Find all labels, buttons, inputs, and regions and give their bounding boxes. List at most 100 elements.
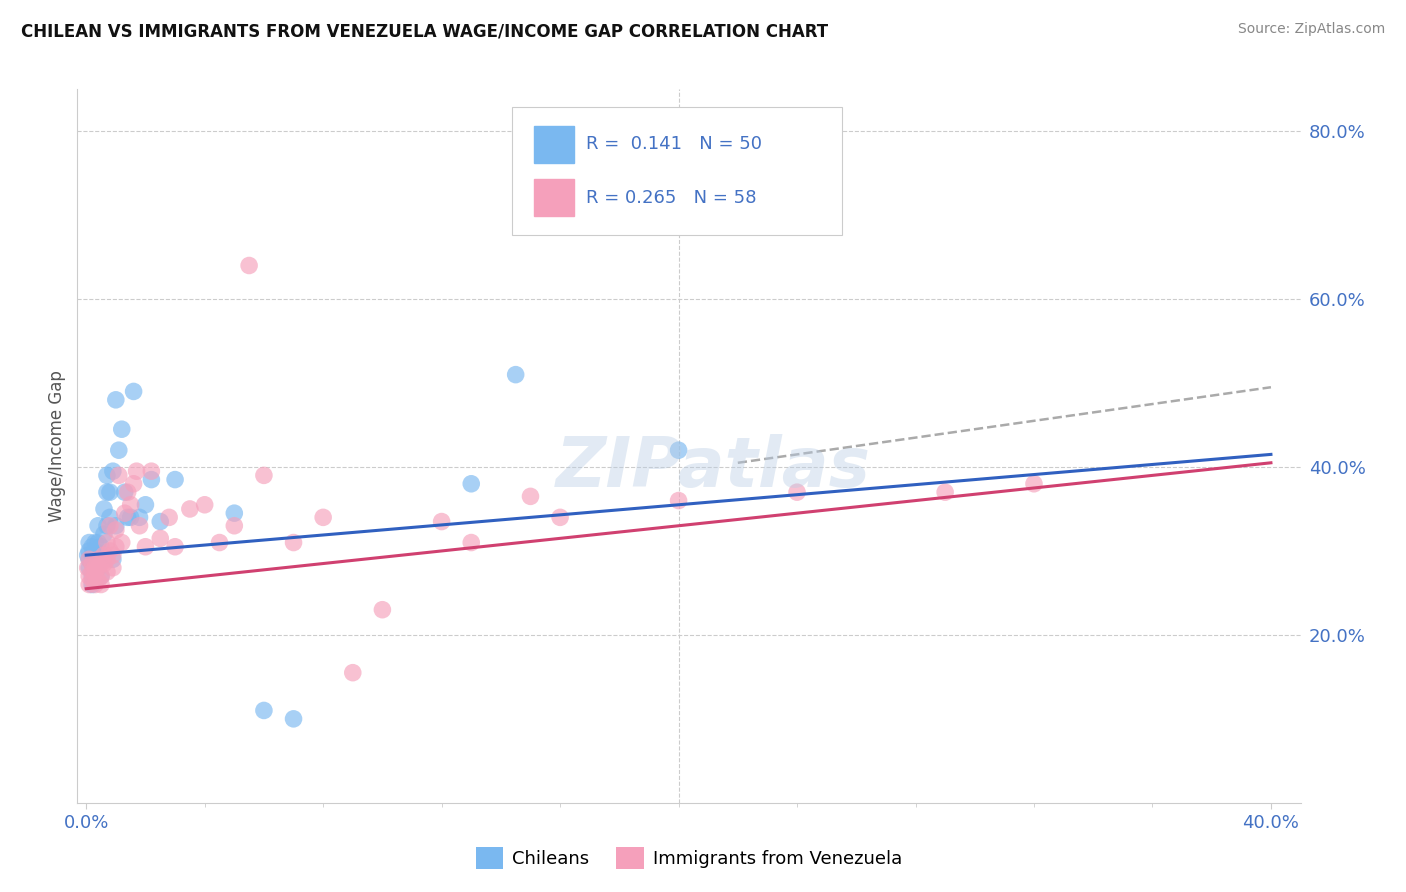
Point bbox=[98, 518, 121, 533]
Point bbox=[117, 510, 139, 524]
Point bbox=[84, 552, 107, 566]
Point bbox=[93, 527, 115, 541]
Point bbox=[283, 535, 305, 549]
Point bbox=[77, 560, 100, 574]
Point bbox=[101, 560, 124, 574]
Point bbox=[82, 557, 104, 571]
Point bbox=[90, 540, 112, 554]
Point bbox=[208, 535, 231, 549]
Point bbox=[149, 515, 172, 529]
Point bbox=[101, 552, 124, 566]
Point bbox=[107, 468, 129, 483]
Point bbox=[548, 510, 571, 524]
Point bbox=[96, 468, 118, 483]
Point bbox=[87, 560, 110, 574]
Point bbox=[125, 464, 148, 478]
Point bbox=[87, 535, 110, 549]
Point bbox=[84, 565, 107, 579]
Point bbox=[120, 510, 142, 524]
Point bbox=[224, 506, 246, 520]
Point bbox=[90, 577, 112, 591]
Point bbox=[96, 552, 118, 566]
Point bbox=[141, 473, 163, 487]
Point bbox=[84, 560, 107, 574]
Point bbox=[77, 569, 100, 583]
Point bbox=[77, 552, 100, 566]
Point bbox=[934, 485, 956, 500]
Point bbox=[120, 498, 142, 512]
Point bbox=[90, 569, 112, 583]
FancyBboxPatch shape bbox=[512, 107, 842, 235]
Point bbox=[104, 540, 127, 554]
Point bbox=[90, 552, 112, 566]
Text: CHILEAN VS IMMIGRANTS FROM VENEZUELA WAGE/INCOME GAP CORRELATION CHART: CHILEAN VS IMMIGRANTS FROM VENEZUELA WAG… bbox=[21, 22, 828, 40]
Point bbox=[430, 515, 453, 529]
Point bbox=[1022, 476, 1045, 491]
Point bbox=[96, 535, 118, 549]
Point bbox=[82, 557, 104, 571]
Point bbox=[460, 535, 482, 549]
Point bbox=[460, 476, 482, 491]
Point bbox=[93, 548, 115, 562]
Point bbox=[519, 489, 541, 503]
Point bbox=[84, 544, 107, 558]
Point bbox=[98, 510, 121, 524]
Point bbox=[93, 557, 115, 571]
Point bbox=[122, 384, 145, 399]
Point bbox=[98, 544, 121, 558]
Point bbox=[107, 443, 129, 458]
Point bbox=[224, 518, 246, 533]
Point bbox=[141, 464, 163, 478]
Y-axis label: Wage/Income Gap: Wage/Income Gap bbox=[48, 370, 66, 522]
Text: ZIPatlas: ZIPatlas bbox=[555, 434, 870, 501]
Point bbox=[505, 368, 527, 382]
Point bbox=[96, 565, 118, 579]
Point bbox=[76, 548, 98, 562]
Point bbox=[82, 548, 104, 562]
Point bbox=[312, 510, 335, 524]
Point bbox=[93, 548, 115, 562]
Point bbox=[371, 603, 394, 617]
Point bbox=[111, 422, 134, 436]
Point bbox=[90, 569, 112, 583]
Point bbox=[82, 577, 104, 591]
Point bbox=[149, 532, 172, 546]
Point bbox=[157, 510, 180, 524]
Point bbox=[283, 712, 305, 726]
Point bbox=[668, 443, 690, 458]
Point bbox=[668, 493, 690, 508]
Point bbox=[87, 518, 110, 533]
Point bbox=[77, 544, 100, 558]
Point bbox=[77, 535, 100, 549]
Point bbox=[84, 577, 107, 591]
Point bbox=[253, 703, 276, 717]
Point bbox=[179, 502, 201, 516]
Point bbox=[101, 548, 124, 562]
Point bbox=[87, 560, 110, 574]
Point bbox=[77, 577, 100, 591]
Point bbox=[165, 473, 187, 487]
Point bbox=[114, 485, 136, 500]
Point bbox=[194, 498, 217, 512]
Legend: Chileans, Immigrants from Venezuela: Chileans, Immigrants from Venezuela bbox=[468, 839, 910, 876]
Point bbox=[82, 574, 104, 588]
Text: Source: ZipAtlas.com: Source: ZipAtlas.com bbox=[1237, 22, 1385, 37]
Point bbox=[104, 392, 127, 407]
Point bbox=[87, 574, 110, 588]
Point bbox=[104, 518, 127, 533]
Point bbox=[98, 485, 121, 500]
Text: R =  0.141   N = 50: R = 0.141 N = 50 bbox=[586, 136, 762, 153]
Point bbox=[122, 476, 145, 491]
Point bbox=[76, 560, 98, 574]
Point bbox=[111, 535, 134, 549]
Point bbox=[82, 565, 104, 579]
Point bbox=[134, 540, 156, 554]
Point bbox=[87, 552, 110, 566]
Text: R = 0.265   N = 58: R = 0.265 N = 58 bbox=[586, 189, 756, 207]
Bar bbox=[534, 126, 574, 162]
Point bbox=[84, 535, 107, 549]
Point bbox=[82, 569, 104, 583]
Point bbox=[104, 523, 127, 537]
Point bbox=[101, 464, 124, 478]
Point bbox=[165, 540, 187, 554]
